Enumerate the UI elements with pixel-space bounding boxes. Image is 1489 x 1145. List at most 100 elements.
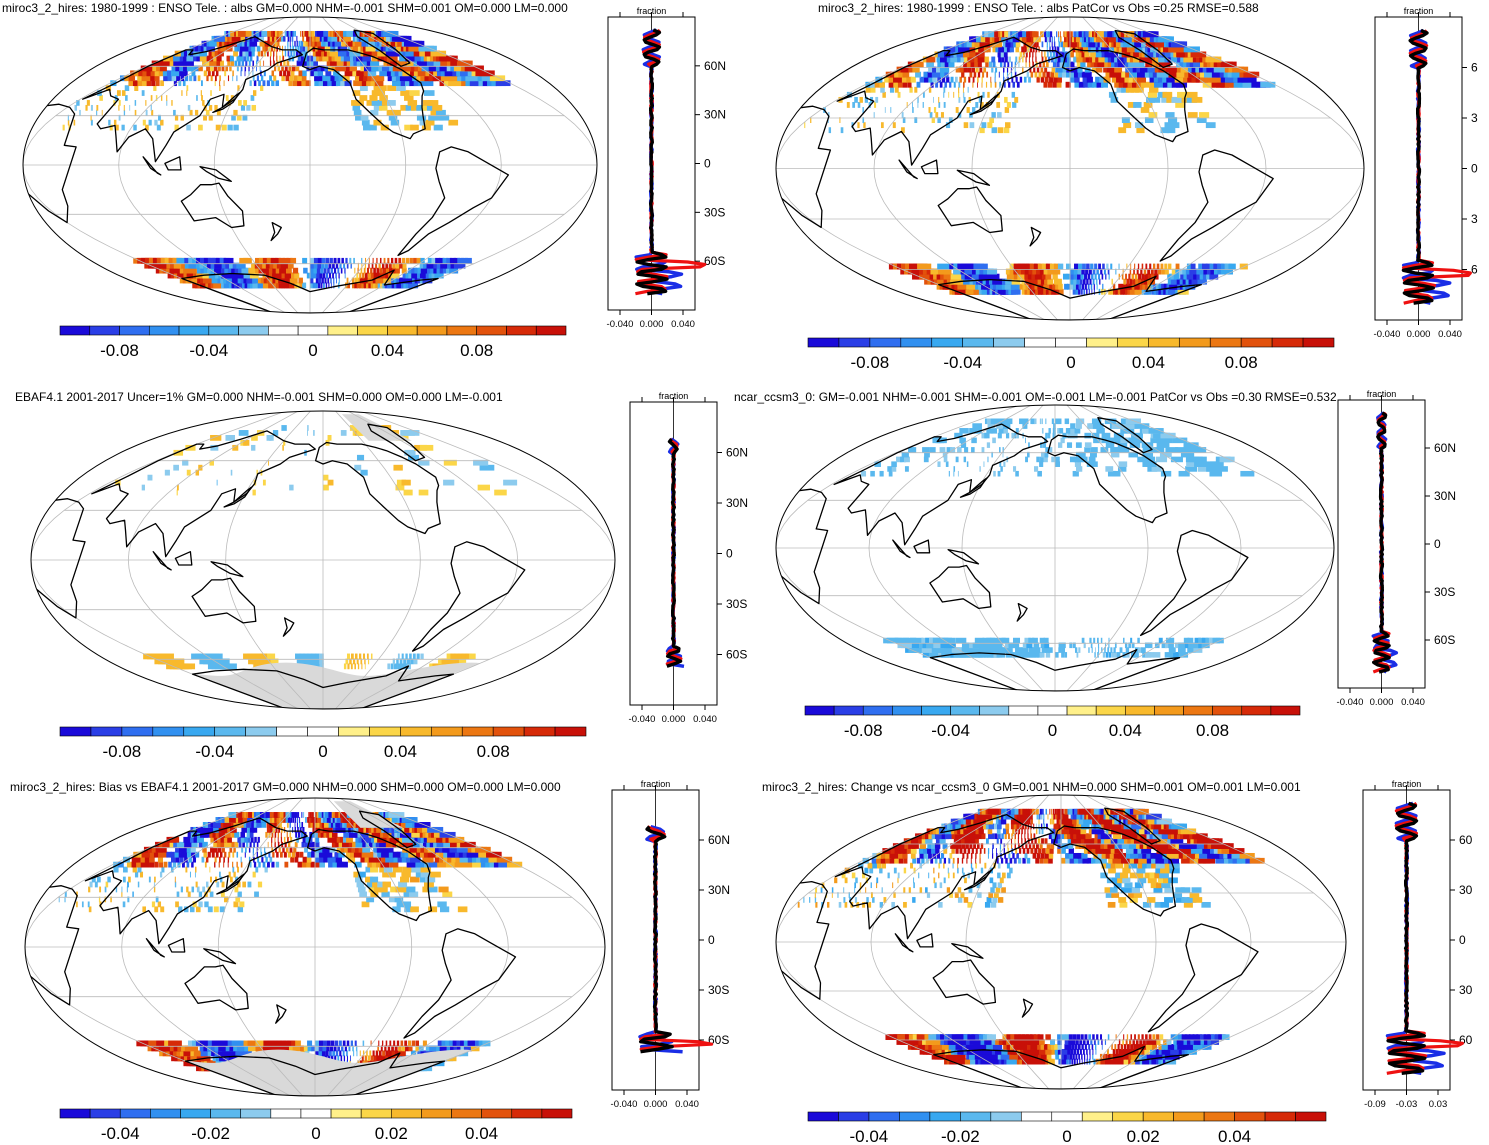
colorbar-tick-label: -0.04 <box>943 353 982 372</box>
colorbar-tick-label: 0.08 <box>477 742 510 761</box>
profile-axis-title: fraction <box>659 391 689 401</box>
profile-axis-title: fraction <box>1367 389 1397 399</box>
profile-axis-title: fraction <box>637 6 667 16</box>
profile-lat-label: 6 <box>1471 263 1478 277</box>
profile-lat-label: 30S <box>1434 585 1455 599</box>
colorbar-swatch <box>89 325 120 336</box>
panel-title: EBAF4.1 2001-2017 Uncer=1% GM=0.000 NHM=… <box>15 390 503 404</box>
map-border <box>22 16 598 314</box>
colorbar-swatch <box>327 325 358 336</box>
colorbar-swatch <box>178 325 210 336</box>
profile-lat-label: 0 <box>704 157 711 171</box>
profile-lat-label: 0 <box>1471 162 1478 176</box>
colorbar-swatch <box>357 325 388 336</box>
graticule <box>776 795 1346 1089</box>
colorbar-swatch <box>506 325 537 336</box>
colorbar: -0.08 -0.04 0 0.04 0.08 <box>59 325 567 360</box>
profile-x-tick-label: 0.000 <box>1370 697 1394 708</box>
colorbar-swatch <box>119 1108 151 1119</box>
panel-title: miroc3_2_hires: 1980-1999 : ENSO Tele. :… <box>818 1 1259 15</box>
colorbar-swatch <box>1051 1111 1083 1122</box>
world-map <box>24 797 606 1097</box>
profile-lat-label: 30S <box>726 597 747 611</box>
colorbar-swatch <box>960 1111 992 1122</box>
colorbar-swatch <box>59 325 91 336</box>
profile-lat-label: 0 <box>708 933 715 947</box>
colorbar-swatch <box>838 1111 870 1122</box>
colorbar-swatch <box>1212 705 1243 716</box>
colorbar-swatch <box>238 325 269 336</box>
profile-x-tick-label: 0.040 <box>693 714 717 725</box>
panel-title: miroc3_2_hires: Change vs ncar_ccsm3_0 G… <box>762 780 1301 794</box>
colorbar-swatch <box>268 325 299 336</box>
profile-x-tick-label: -0.03 <box>1396 1099 1418 1110</box>
colorbar-tick-label: -0.08 <box>851 353 890 372</box>
colorbar-tick-label: -0.04 <box>850 1127 889 1145</box>
colorbar-tick-label: 0 <box>311 1124 320 1143</box>
colorbar-swatch <box>804 705 835 716</box>
colorbar-swatch <box>119 325 150 336</box>
profile-series-model <box>639 825 714 1054</box>
profile-lat-label: 30 <box>1459 883 1473 897</box>
coastlines <box>776 29 1274 320</box>
profile-lat-label: 0 <box>1459 933 1466 947</box>
profile-lat-label: 30 <box>1459 983 1473 997</box>
colorbar-tick-label: 0.02 <box>375 1124 408 1143</box>
profile-x-tick-label: 0.040 <box>671 319 695 330</box>
profile-lat-label: 30N <box>708 883 730 897</box>
profile-lat-label: 60S <box>708 1033 729 1047</box>
colorbar-swatch <box>300 1108 332 1119</box>
profile-lat-label: 0 <box>1434 537 1441 551</box>
graticule <box>776 405 1334 691</box>
profile-lat-label: 6 <box>1471 61 1478 75</box>
profile-lat-label: 30N <box>1434 489 1456 503</box>
graticule <box>31 411 615 709</box>
colorbar-tick-label: -0.04 <box>189 341 228 360</box>
colorbar-swatch <box>950 705 981 716</box>
coastlines <box>776 417 1249 691</box>
colorbar-swatch <box>59 1108 91 1119</box>
colorbar-tick-label: 0 <box>1062 1127 1071 1145</box>
colorbar-swatch <box>899 1111 931 1122</box>
profile-lat-label: 60S <box>1434 633 1455 647</box>
colorbar-tick-label: -0.02 <box>191 1124 230 1143</box>
colorbar-tick-label: -0.04 <box>195 742 234 761</box>
colorbar-swatch <box>360 1108 392 1119</box>
colorbar-tick-label: 0.08 <box>1196 721 1229 740</box>
missing-data-mask <box>189 662 481 709</box>
map-field <box>776 17 1364 320</box>
colorbar-swatch <box>1173 1111 1205 1122</box>
colorbar-tick-label: -0.04 <box>931 721 970 740</box>
colorbar: -0.04 -0.02 0 0.02 0.04 <box>59 1108 573 1143</box>
map-field <box>25 798 605 1096</box>
colorbar-swatch <box>1081 1111 1114 1122</box>
colorbar-tick-label: 0 <box>308 341 317 360</box>
world-map <box>775 794 1347 1090</box>
zonal-profile: fraction -0.040 0.000 0.040 60N 30N 0 30S 60S <box>607 6 726 330</box>
colorbar-swatch <box>1302 337 1335 348</box>
colorbar-tick-label: -0.08 <box>100 341 139 360</box>
profile-x-tick-label: 0.040 <box>675 1099 699 1110</box>
profile-lat-label: 60N <box>1434 441 1456 455</box>
colorbar-swatch <box>416 325 448 336</box>
profile-axis-title: fraction <box>1404 6 1434 16</box>
colorbar-swatch <box>1241 705 1272 716</box>
colorbar-swatch <box>387 325 418 336</box>
zonal-profile: fraction -0.040 0.000 0.040 60N 30N 0 30S 60S <box>1337 389 1456 708</box>
colorbar-swatch <box>931 337 964 348</box>
profile-lat-label: 30N <box>726 496 748 510</box>
profile-x-tick-label: 0.000 <box>1407 329 1431 340</box>
colorbar-tick-label: -0.08 <box>844 721 883 740</box>
colorbar-tick-label: 0 <box>1048 721 1057 740</box>
colorbar-swatch <box>307 726 339 737</box>
profile-lat-label: 60N <box>726 446 748 460</box>
colorbar-swatch <box>1209 337 1242 348</box>
profile-lat-label: 30S <box>704 205 725 219</box>
profile-series-mean <box>1372 411 1391 674</box>
colorbar-swatch <box>838 337 871 348</box>
profile-series-mean <box>635 28 669 296</box>
map-field <box>31 411 615 709</box>
colorbar-swatch <box>523 726 556 737</box>
colorbar-tick-label: -0.02 <box>941 1127 980 1145</box>
colorbar-swatch <box>1240 337 1273 348</box>
